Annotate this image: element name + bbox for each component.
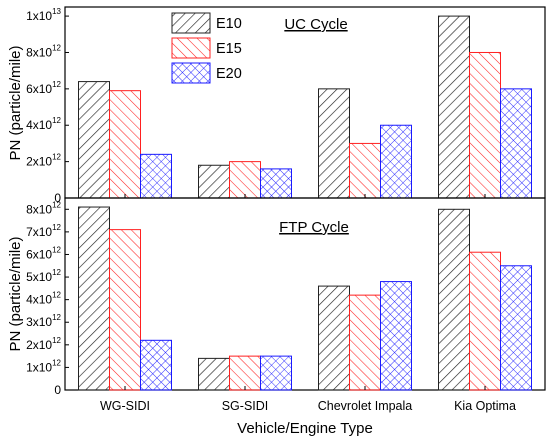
ftp-bar-sg-sidi-e10	[198, 357, 230, 391]
uc-bar-kia-optima-e15	[469, 51, 501, 199]
uc-y-tick-label: 6x1012	[26, 80, 61, 96]
uc-cycle-title: UC Cycle	[284, 16, 347, 33]
uc-bar-sg-sidi-e20	[260, 168, 292, 199]
ftp-y-tick-label: 1x1012	[26, 358, 61, 374]
ftp-y-tick-label: 8x1012	[26, 200, 61, 216]
ftp-bar-chevrolet-impala-e20	[380, 281, 412, 391]
ftp-bar-wg-sidi-e20	[140, 339, 172, 391]
uc-bar-wg-sidi-e15	[109, 90, 141, 199]
uc-bar-wg-sidi-e20	[140, 153, 172, 199]
legend-swatch-e20	[171, 62, 211, 84]
x-category-label-chevrolet-impala: Chevrolet Impala	[318, 399, 413, 413]
ftp-bar-chevrolet-impala-e10	[318, 285, 350, 391]
legend-swatch-e10	[171, 12, 211, 34]
ftp-y-tick-label: 7x1012	[26, 223, 61, 239]
ftp-cycle-panel: FTP Cycle 0 1x1012 2x1012 3x1012 4x1012 5x101…	[26, 197, 546, 413]
uc-bar-kia-optima-e20	[500, 88, 532, 199]
uc-bar-sg-sidi-e15	[229, 161, 261, 199]
legend-swatch-e15	[171, 37, 211, 59]
ftp-cycle-title: FTP Cycle	[279, 219, 349, 236]
uc-y-tick-label: 1x1013	[26, 7, 61, 23]
ftp-y-tick-label: 5x1012	[26, 268, 61, 284]
legend-label-e15: E15	[216, 41, 242, 57]
uc-y-axis-label: PN (particle/mile)	[7, 45, 24, 160]
ftp-bar-wg-sidi-e15	[109, 229, 141, 391]
uc-y-tick-label: 4x1012	[26, 116, 61, 132]
uc-bar-kia-optima-e10	[438, 15, 470, 199]
uc-bar-chevrolet-impala-e15	[349, 142, 381, 199]
uc-bar-chevrolet-impala-e20	[380, 124, 412, 199]
uc-y-ticks: 0 2x1012 4x1012 6x1012 8x1012 1x1013	[26, 7, 69, 205]
ftp-plot-frame	[64, 197, 546, 391]
ftp-bar-kia-optima-e20	[500, 265, 532, 391]
ftp-bar-sg-sidi-e15	[229, 355, 261, 391]
uc-cycle-panel: UC Cycle 0 2x1012 4x1012 6x1012 8x1012 1x1013…	[26, 6, 546, 205]
x-category-label-kia-optima: Kia Optima	[454, 399, 516, 413]
legend-label-e10: E10	[216, 16, 242, 32]
ftp-y-tick-label: 3x1012	[26, 313, 61, 329]
uc-bar-wg-sidi-e10	[78, 81, 110, 199]
uc-y-tick-label: 8x1012	[26, 43, 61, 59]
ftp-bars	[78, 206, 532, 391]
ftp-y-ticks: 0 1x1012 2x1012 3x1012 4x1012 5x1012 6x1012 7x1…	[26, 200, 69, 397]
uc-bar-chevrolet-impala-e10	[318, 88, 350, 199]
legend-label-e20: E20	[216, 66, 242, 82]
ftp-y-axis-label: PN (particle/mile)	[7, 236, 24, 351]
ftp-bar-kia-optima-e10	[438, 208, 470, 391]
legend: E10 E15 E20	[171, 12, 242, 84]
x-axis-label: Vehicle/Engine Type	[237, 420, 373, 437]
ftp-y-tick-label: 2x1012	[26, 336, 61, 352]
ftp-y-tick-label: 4x1012	[26, 291, 61, 307]
ftp-bar-chevrolet-impala-e15	[349, 294, 381, 391]
ftp-y-tick-label: 6x1012	[26, 245, 61, 261]
ftp-bar-wg-sidi-e10	[78, 206, 110, 391]
x-category-labels: WG-SIDI SG-SIDI Chevrolet Impala Kia Optima	[100, 399, 516, 413]
uc-y-tick-label: 2x1012	[26, 153, 61, 169]
x-category-label-wg-sidi: WG-SIDI	[100, 399, 150, 413]
ftp-bar-sg-sidi-e20	[260, 355, 292, 391]
uc-y-tick-label: 0	[54, 191, 61, 205]
x-category-label-sg-sidi: SG-SIDI	[222, 399, 269, 413]
ftp-y-tick-label: 0	[54, 383, 61, 397]
ftp-bar-kia-optima-e15	[469, 251, 501, 391]
uc-bars	[78, 15, 532, 199]
uc-bar-sg-sidi-e10	[198, 164, 230, 199]
